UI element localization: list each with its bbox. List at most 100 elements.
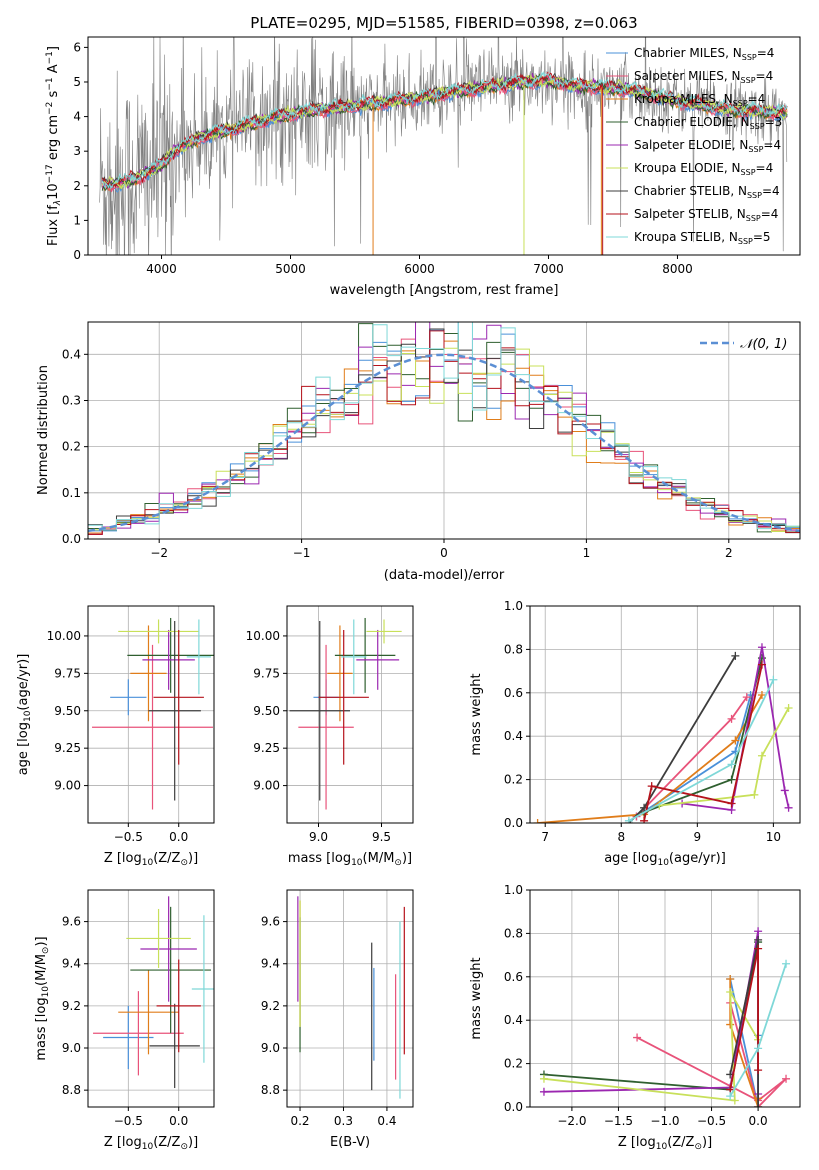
ebv-mass-xtick-label: 0.3 [334, 1114, 353, 1128]
z-weight-axes-frame [529, 889, 801, 1108]
z-weight-point [754, 935, 763, 944]
ebv-mass-ytick-label: 9.4 [261, 957, 280, 971]
spectrum-legend-label: Kroupa STELIB, NSSP=5 [634, 230, 771, 246]
spectrum-legend-label: Chabrier ELODIE, NSSP=3 [634, 115, 782, 131]
ebv-mass-ytick-label: 9.6 [261, 915, 280, 929]
spectrum-model-line [101, 71, 788, 188]
z-weight-point [726, 974, 735, 983]
z-age-ytick-label: 9.75 [54, 666, 81, 680]
mass-age-panel: 9.0 9.5 9.00 9.25 9.50 9.75 10.00 mass [log10(M… [246, 605, 414, 868]
age-weight-series-group [533, 643, 793, 823]
z-weight-series-group [539, 927, 791, 1107]
z-age-ytick-label: 10.00 [47, 629, 81, 643]
z-age-xtick-label: −0.5 [114, 830, 143, 844]
residuals-ytick-label: 0.4 [62, 347, 81, 361]
z-age-series-group [92, 617, 214, 810]
z-weight-xtick-label: 0.0 [749, 1114, 768, 1128]
mass-age-xlabel: mass [log10(M/M⊙)] [288, 851, 412, 868]
mass-age-axes-frame [286, 605, 414, 824]
z-weight-ylabel: mass weight [469, 957, 484, 1039]
spectrum-legend-label: Salpeter MILES, NSSP=4 [634, 69, 773, 85]
age-weight-point [757, 643, 766, 652]
gauss-curve [88, 353, 800, 533]
z-weight-point [782, 959, 791, 968]
mass-age-ytick-label: 9.25 [253, 741, 280, 755]
age-weight-axes-frame [529, 605, 801, 824]
spectrum-xtick-label: 6000 [404, 262, 435, 276]
gauss-legend-label: 𝒩(0, 1) [740, 337, 787, 352]
z-weight-ytick-label: 0.4 [504, 1013, 523, 1027]
spectrum-title: PLATE=0295, MJD=51585, FIBERID=0398, z=0… [250, 14, 637, 32]
residuals-xtick-label: −1 [293, 546, 311, 560]
age-weight-ytick-label: 0.6 [504, 686, 523, 700]
z-mass-series-group [93, 896, 214, 1089]
spectrum-ytick-label: 4 [73, 110, 81, 124]
spectrum-legend-label: Kroupa MILES, NSSP=4 [634, 92, 765, 108]
age-weight-ytick-label: 0.4 [504, 729, 523, 743]
mass-age-ytick-label: 9.50 [253, 704, 280, 718]
z-mass-xtick-label: 0.0 [169, 1114, 188, 1128]
age-weight-xtick-label: 7 [541, 830, 549, 844]
z-age-xlabel: Z [log10(Z/Z⊙)] [104, 851, 198, 868]
residuals-ytick-label: 0.3 [62, 393, 81, 407]
age-weight-line [659, 707, 790, 807]
z-weight-ytick-label: 0.2 [504, 1057, 523, 1071]
z-mass-ytick-label: 8.8 [62, 1083, 81, 1097]
age-weight-point [784, 803, 793, 812]
z-weight-point [754, 1066, 763, 1075]
spectrum-ytick-label: 6 [73, 40, 81, 54]
mass-age-series-group [289, 617, 402, 810]
age-weight-point [750, 790, 759, 799]
residuals-ytick-label: 0.0 [62, 532, 81, 546]
age-weight-ytick-label: 0.8 [504, 642, 523, 656]
z-mass-ylabel: mass [log10(M/M⊙)] [34, 936, 51, 1060]
mass-age-ytick-label: 10.00 [246, 629, 280, 643]
z-mass-ytick-label: 9.0 [62, 1041, 81, 1055]
spectrum-xtick-label: 7000 [533, 262, 564, 276]
ebv-mass-xtick-label: 0.4 [377, 1114, 396, 1128]
ebv-mass-ytick-label: 8.8 [261, 1083, 280, 1097]
residuals-ticks: −2 −1 0 1 2 0.0 0.1 0.2 0.3 0.4 [62, 322, 800, 560]
mass-age-xtick-label: 9.5 [372, 830, 391, 844]
z-weight-panel: −2.0 −1.5 −1.0 −0.5 0.0 0.0 0.2 0.4 0.6 0.8 1.0 Z [… [469, 883, 801, 1152]
z-mass-xtick-label: −0.5 [114, 1114, 143, 1128]
age-weight-ytick-label: 0.0 [504, 816, 523, 830]
age-weight-point [731, 651, 740, 660]
z-weight-xtick-label: −0.5 [697, 1114, 726, 1128]
z-weight-point [754, 1044, 763, 1053]
z-weight-xlabel: Z [log10(Z/Z⊙)] [618, 1135, 712, 1152]
ebv-mass-xlabel: E(B-V) [330, 1135, 370, 1150]
spectrum-axes-frame [87, 36, 801, 256]
z-weight-point [539, 1087, 548, 1096]
z-age-panel: −0.5 0.0 9.00 9.25 9.50 9.75 10.00 Z [log10(Z/Z… [16, 605, 215, 868]
mass-age-xtick-label: 9.0 [309, 830, 328, 844]
spectrum-plot-area [99, 37, 788, 255]
age-weight-xtick-label: 9 [694, 830, 702, 844]
age-weight-point [727, 775, 736, 784]
spectrum-legend-label: Salpeter ELODIE, NSSP=4 [634, 138, 781, 154]
spectrum-legend: Chabrier MILES, NSSP=4 Salpeter MILES, NS… [606, 46, 782, 246]
z-weight-point [539, 1074, 548, 1083]
spectrum-ytick-label: 3 [73, 144, 81, 158]
age-weight-point [784, 703, 793, 712]
residuals-xtick-label: 0 [440, 546, 448, 560]
age-weight-point [533, 819, 542, 823]
spectrum-ytick-label: 5 [73, 75, 81, 89]
age-weight-point [780, 786, 789, 795]
z-weight-ytick-label: 0.8 [504, 926, 523, 940]
residuals-panel: −2 −1 0 1 2 0.0 0.1 0.2 0.3 0.4 (data-model)/erro… [36, 321, 801, 583]
ebv-mass-panel: 0.2 0.3 0.4 8.8 9.0 9.2 9.4 9.6 E(B-V) [261, 889, 414, 1150]
residuals-xlabel: (data-model)/error [384, 568, 505, 583]
spectrum-model-line [101, 73, 788, 192]
age-weight-xtick-label: 10 [766, 830, 781, 844]
age-weight-panel: 7 8 9 10 0.0 0.2 0.4 0.6 0.8 1.0 age [log10(age/yr… [469, 599, 801, 868]
residuals-ylabel: Normed distribution [36, 365, 51, 495]
spectrum-legend-label: Chabrier STELIB, NSSP=4 [634, 184, 780, 200]
small-panels: −0.5 0.0 9.00 9.25 9.50 9.75 10.00 Z [log10(Z/Z… [16, 599, 801, 1152]
z-weight-xtick-label: −2.0 [557, 1114, 586, 1128]
age-weight-point [640, 816, 649, 823]
age-weight-point [757, 751, 766, 760]
z-weight-xtick-label: −1.5 [604, 1114, 633, 1128]
